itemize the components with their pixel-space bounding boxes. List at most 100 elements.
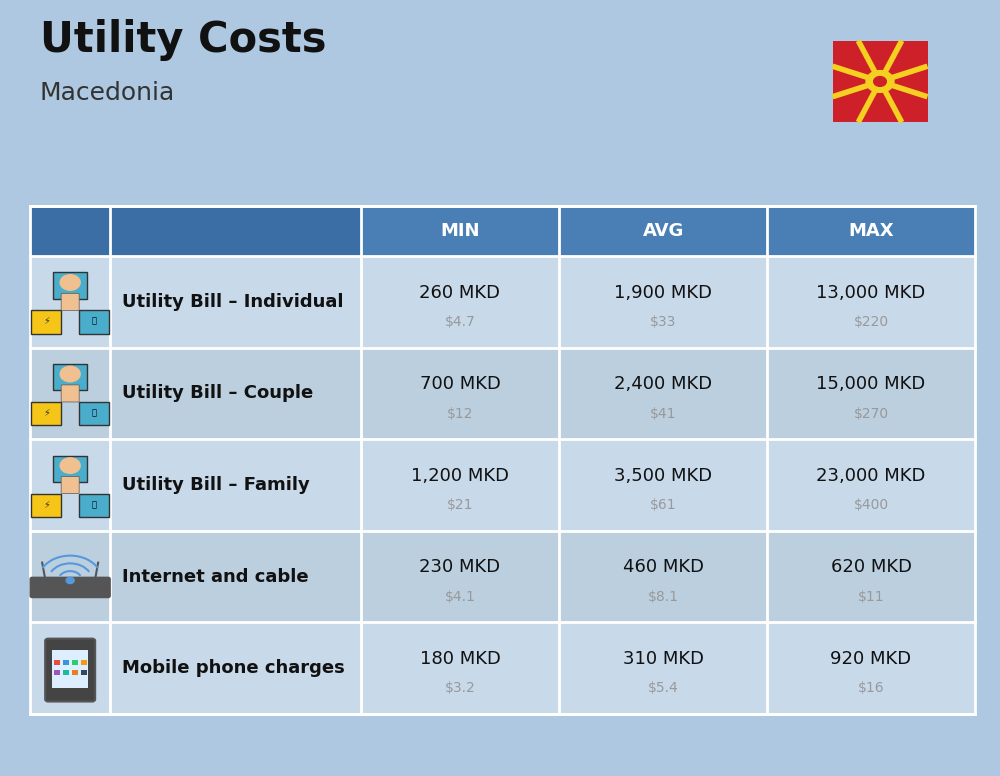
FancyBboxPatch shape <box>110 622 361 714</box>
Text: 13,000 MKD: 13,000 MKD <box>816 284 926 302</box>
Text: 3,500 MKD: 3,500 MKD <box>614 467 712 485</box>
Text: 230 MKD: 230 MKD <box>419 559 501 577</box>
Text: ⚙: ⚙ <box>66 372 75 381</box>
Text: $16: $16 <box>858 681 884 695</box>
Text: $270: $270 <box>853 407 889 421</box>
FancyBboxPatch shape <box>30 531 110 622</box>
FancyBboxPatch shape <box>31 494 61 517</box>
FancyBboxPatch shape <box>559 206 767 256</box>
FancyBboxPatch shape <box>110 206 361 256</box>
FancyBboxPatch shape <box>767 622 975 714</box>
FancyBboxPatch shape <box>30 256 110 348</box>
FancyBboxPatch shape <box>53 456 87 482</box>
Text: ⚡: ⚡ <box>43 317 50 326</box>
Text: MIN: MIN <box>440 222 480 240</box>
Text: 460 MKD: 460 MKD <box>623 559 704 577</box>
Bar <box>72 660 78 665</box>
FancyBboxPatch shape <box>559 531 767 622</box>
Text: 23,000 MKD: 23,000 MKD <box>816 467 926 485</box>
FancyBboxPatch shape <box>53 272 87 299</box>
Text: $4.1: $4.1 <box>445 590 475 604</box>
FancyBboxPatch shape <box>361 348 559 439</box>
Text: Macedonia: Macedonia <box>40 81 175 106</box>
FancyBboxPatch shape <box>767 256 975 348</box>
Text: Utility Bill – Couple: Utility Bill – Couple <box>122 384 313 403</box>
FancyBboxPatch shape <box>110 348 361 439</box>
FancyBboxPatch shape <box>559 348 767 439</box>
Circle shape <box>60 275 80 290</box>
FancyBboxPatch shape <box>30 348 110 439</box>
Circle shape <box>60 458 80 473</box>
FancyBboxPatch shape <box>559 622 767 714</box>
Text: 1,900 MKD: 1,900 MKD <box>614 284 712 302</box>
FancyBboxPatch shape <box>30 206 110 256</box>
Text: $5.4: $5.4 <box>648 681 679 695</box>
Text: $11: $11 <box>858 590 884 604</box>
FancyBboxPatch shape <box>31 310 61 334</box>
FancyBboxPatch shape <box>53 364 87 390</box>
FancyBboxPatch shape <box>79 402 109 425</box>
Text: $41: $41 <box>650 407 676 421</box>
FancyBboxPatch shape <box>110 531 361 622</box>
FancyBboxPatch shape <box>45 639 95 702</box>
Text: 310 MKD: 310 MKD <box>623 650 704 668</box>
Text: 620 MKD: 620 MKD <box>831 559 912 577</box>
Text: $400: $400 <box>853 498 889 512</box>
Bar <box>54 660 60 665</box>
Text: 1,200 MKD: 1,200 MKD <box>411 467 509 485</box>
Text: $12: $12 <box>447 407 473 421</box>
Text: $220: $220 <box>853 315 889 329</box>
FancyBboxPatch shape <box>79 310 109 334</box>
FancyBboxPatch shape <box>832 40 928 123</box>
Text: ⚡: ⚡ <box>43 408 50 417</box>
Text: 💧: 💧 <box>92 500 97 509</box>
FancyBboxPatch shape <box>361 439 559 531</box>
FancyBboxPatch shape <box>110 439 361 531</box>
Text: $3.2: $3.2 <box>445 681 475 695</box>
FancyBboxPatch shape <box>61 476 79 494</box>
Text: Mobile phone charges: Mobile phone charges <box>122 659 344 677</box>
Text: 2,400 MKD: 2,400 MKD <box>614 376 712 393</box>
FancyBboxPatch shape <box>31 402 61 425</box>
Text: 180 MKD: 180 MKD <box>420 650 500 668</box>
Text: 700 MKD: 700 MKD <box>420 376 500 393</box>
Bar <box>72 670 78 675</box>
FancyBboxPatch shape <box>767 206 975 256</box>
Bar <box>63 670 69 675</box>
FancyBboxPatch shape <box>30 622 110 714</box>
Text: Utility Costs: Utility Costs <box>40 19 326 61</box>
FancyBboxPatch shape <box>361 531 559 622</box>
Text: 920 MKD: 920 MKD <box>830 650 912 668</box>
FancyBboxPatch shape <box>61 293 79 310</box>
Circle shape <box>866 71 894 92</box>
FancyBboxPatch shape <box>361 256 559 348</box>
FancyBboxPatch shape <box>559 439 767 531</box>
Text: Internet and cable: Internet and cable <box>122 567 308 586</box>
Text: 💧: 💧 <box>92 408 97 417</box>
Text: $33: $33 <box>650 315 676 329</box>
FancyBboxPatch shape <box>110 256 361 348</box>
Text: 15,000 MKD: 15,000 MKD <box>816 376 926 393</box>
FancyBboxPatch shape <box>79 494 109 517</box>
Text: ⚡: ⚡ <box>43 500 50 509</box>
Text: Utility Bill – Individual: Utility Bill – Individual <box>122 293 343 311</box>
FancyBboxPatch shape <box>361 622 559 714</box>
Bar <box>81 660 87 665</box>
FancyBboxPatch shape <box>767 348 975 439</box>
FancyBboxPatch shape <box>52 650 88 688</box>
Bar <box>54 670 60 675</box>
FancyBboxPatch shape <box>61 385 79 402</box>
Circle shape <box>874 77 886 86</box>
FancyBboxPatch shape <box>559 256 767 348</box>
FancyBboxPatch shape <box>361 206 559 256</box>
Text: $21: $21 <box>447 498 473 512</box>
Circle shape <box>60 366 80 382</box>
Text: 💧: 💧 <box>92 317 97 326</box>
Text: ⚙: ⚙ <box>66 280 75 289</box>
FancyBboxPatch shape <box>767 531 975 622</box>
Text: MAX: MAX <box>848 222 894 240</box>
FancyBboxPatch shape <box>767 439 975 531</box>
Text: $8.1: $8.1 <box>648 590 679 604</box>
Text: AVG: AVG <box>642 222 684 240</box>
Text: 260 MKD: 260 MKD <box>419 284 500 302</box>
